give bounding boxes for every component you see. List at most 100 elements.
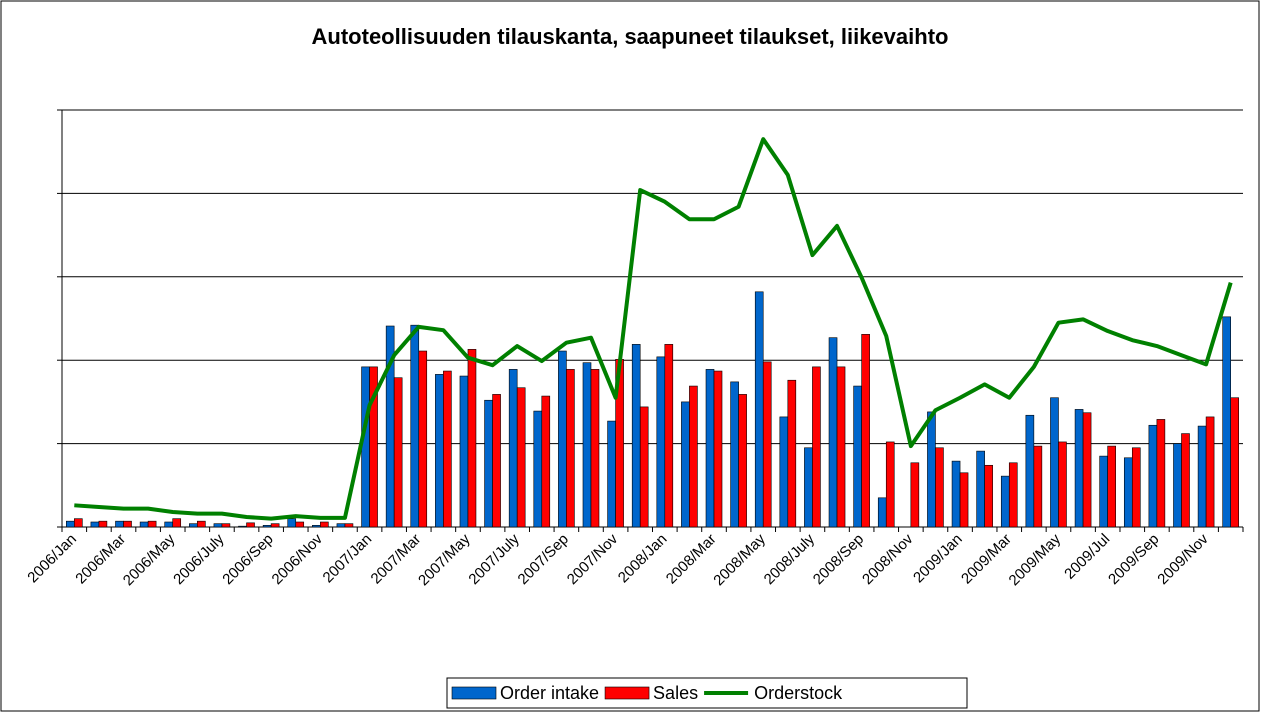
bar — [1148, 424, 1158, 528]
bar — [238, 525, 247, 528]
bar — [935, 447, 944, 528]
legend-label: Sales — [653, 683, 698, 703]
bar — [812, 366, 821, 528]
bar — [221, 523, 231, 528]
bar — [754, 291, 764, 528]
bar — [828, 337, 838, 528]
bar — [762, 361, 772, 528]
bar — [681, 401, 690, 528]
bar — [558, 350, 567, 528]
legend-label: Orderstock — [754, 683, 843, 703]
bar — [1033, 445, 1043, 528]
chart-title: Autoteollisuuden tilauskanta, saapuneet … — [312, 24, 949, 49]
bar — [836, 366, 846, 528]
bar — [74, 518, 83, 528]
bar — [1131, 447, 1141, 528]
bar — [410, 324, 420, 528]
bar — [1181, 433, 1190, 528]
bar — [484, 399, 493, 528]
bar — [344, 523, 354, 528]
bar — [566, 369, 575, 528]
bar — [1123, 457, 1133, 528]
bar — [590, 369, 600, 528]
bar — [951, 460, 961, 528]
bar — [312, 525, 321, 528]
bar — [541, 395, 551, 528]
bar — [1205, 416, 1215, 528]
bar — [787, 379, 797, 528]
bar — [1222, 316, 1231, 528]
bar — [418, 350, 428, 528]
legend-swatch — [604, 686, 650, 700]
bar — [1058, 441, 1067, 528]
bar — [885, 441, 895, 528]
bar — [959, 472, 969, 528]
bar — [98, 520, 108, 528]
bar — [910, 462, 920, 528]
bar — [877, 497, 887, 528]
bar — [1099, 455, 1108, 528]
legend-label: Order intake — [500, 683, 599, 703]
bar — [582, 362, 592, 528]
bar — [393, 377, 403, 528]
bar — [270, 523, 280, 528]
bar — [246, 522, 255, 528]
legend-swatch — [451, 686, 497, 700]
bar — [1074, 409, 1084, 528]
bar — [1008, 462, 1018, 528]
bar — [664, 344, 674, 528]
bar — [1197, 425, 1207, 528]
bar — [459, 375, 469, 528]
bar — [1230, 397, 1239, 528]
bar — [139, 521, 149, 528]
bar — [976, 450, 985, 528]
bar — [1050, 397, 1059, 528]
bar — [197, 520, 206, 528]
bar — [689, 385, 698, 528]
bar — [287, 518, 297, 528]
bar — [1082, 412, 1092, 528]
bar — [1156, 419, 1166, 528]
bar — [492, 394, 501, 528]
bar — [861, 334, 870, 528]
bar — [115, 520, 124, 528]
bar — [1173, 443, 1182, 528]
bar — [262, 525, 272, 528]
bar — [361, 366, 370, 528]
bar — [189, 523, 198, 528]
bar — [320, 521, 329, 528]
bar — [631, 344, 641, 528]
bar — [90, 521, 100, 528]
bar — [336, 523, 346, 528]
bar — [295, 521, 305, 528]
bar — [730, 381, 739, 528]
bar — [927, 411, 936, 528]
bar — [656, 356, 666, 528]
bar — [607, 420, 616, 528]
bar — [713, 370, 723, 528]
bar — [705, 369, 715, 528]
line-series — [74, 137, 1233, 521]
bar — [123, 520, 132, 528]
bar — [1000, 475, 1010, 528]
bar — [516, 387, 526, 528]
bar — [1107, 445, 1116, 528]
bar — [639, 406, 649, 528]
bar — [435, 374, 444, 528]
bar — [443, 370, 452, 528]
bar — [467, 349, 477, 528]
bar — [804, 447, 813, 528]
bar — [508, 369, 518, 528]
bar — [66, 520, 75, 528]
bar — [1025, 414, 1035, 528]
bar — [984, 464, 993, 528]
bar — [213, 523, 223, 528]
bar — [369, 366, 378, 528]
bar — [172, 518, 182, 528]
bar — [533, 410, 543, 528]
bar — [164, 521, 174, 528]
bar — [853, 385, 862, 528]
bar — [779, 416, 789, 528]
